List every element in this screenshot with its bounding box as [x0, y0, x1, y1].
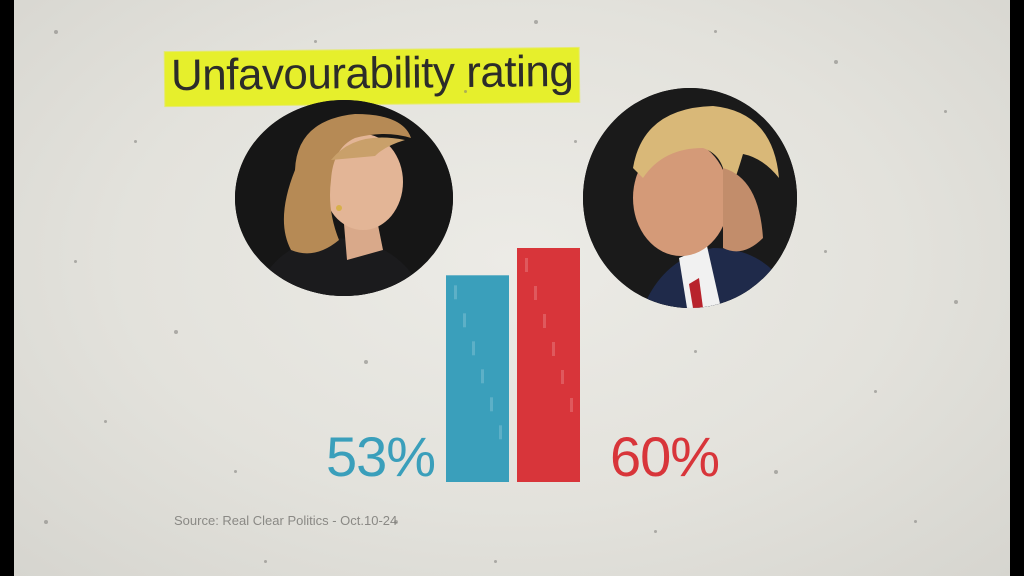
bar-texture: [534, 286, 537, 300]
paper-speck: [394, 520, 398, 524]
paper-speck: [824, 250, 827, 253]
paper-speck: [74, 260, 77, 263]
bar-texture: [454, 285, 457, 300]
paper-speck: [134, 140, 137, 143]
bar-texture: [481, 369, 484, 384]
bar-texture: [552, 342, 555, 356]
bar-texture: [499, 425, 502, 440]
paper-background: Unfavourability rating: [14, 0, 1010, 576]
paper-speck: [44, 520, 48, 524]
bar-texture: [570, 398, 573, 412]
bar-right: [517, 248, 580, 482]
paper-speck: [774, 470, 778, 474]
paper-speck: [174, 330, 178, 334]
bar-chart: [446, 248, 580, 482]
paper-speck: [314, 40, 317, 43]
bar-texture: [525, 258, 528, 272]
bar-texture: [543, 314, 546, 328]
paper-speck: [714, 30, 717, 33]
paper-speck: [954, 300, 958, 304]
paper-speck: [234, 470, 237, 473]
bar-texture: [490, 397, 493, 412]
left-candidate-portrait: [235, 100, 453, 296]
paper-speck: [834, 60, 838, 64]
paper-speck: [464, 90, 467, 93]
paper-speck: [654, 530, 657, 533]
paper-speck: [574, 140, 577, 143]
paper-speck: [944, 110, 947, 113]
paper-speck: [54, 30, 58, 34]
bar-texture: [472, 341, 475, 356]
value-label-left: 53%: [326, 425, 436, 488]
paper-speck: [874, 390, 877, 393]
paper-speck: [914, 520, 917, 523]
paper-speck: [264, 560, 267, 563]
paper-speck: [364, 360, 368, 364]
paper-speck: [104, 420, 107, 423]
bar-texture: [463, 313, 466, 328]
value-label-right: 60%: [610, 425, 720, 488]
bar-left: [446, 275, 509, 482]
paper-speck: [534, 20, 538, 24]
bar-texture: [561, 370, 564, 384]
source-note: Source: Real Clear Politics - Oct.10-24: [174, 513, 398, 528]
paper-speck: [494, 560, 497, 563]
left-portrait-illustration: [235, 100, 453, 296]
paper-speck: [694, 350, 697, 353]
